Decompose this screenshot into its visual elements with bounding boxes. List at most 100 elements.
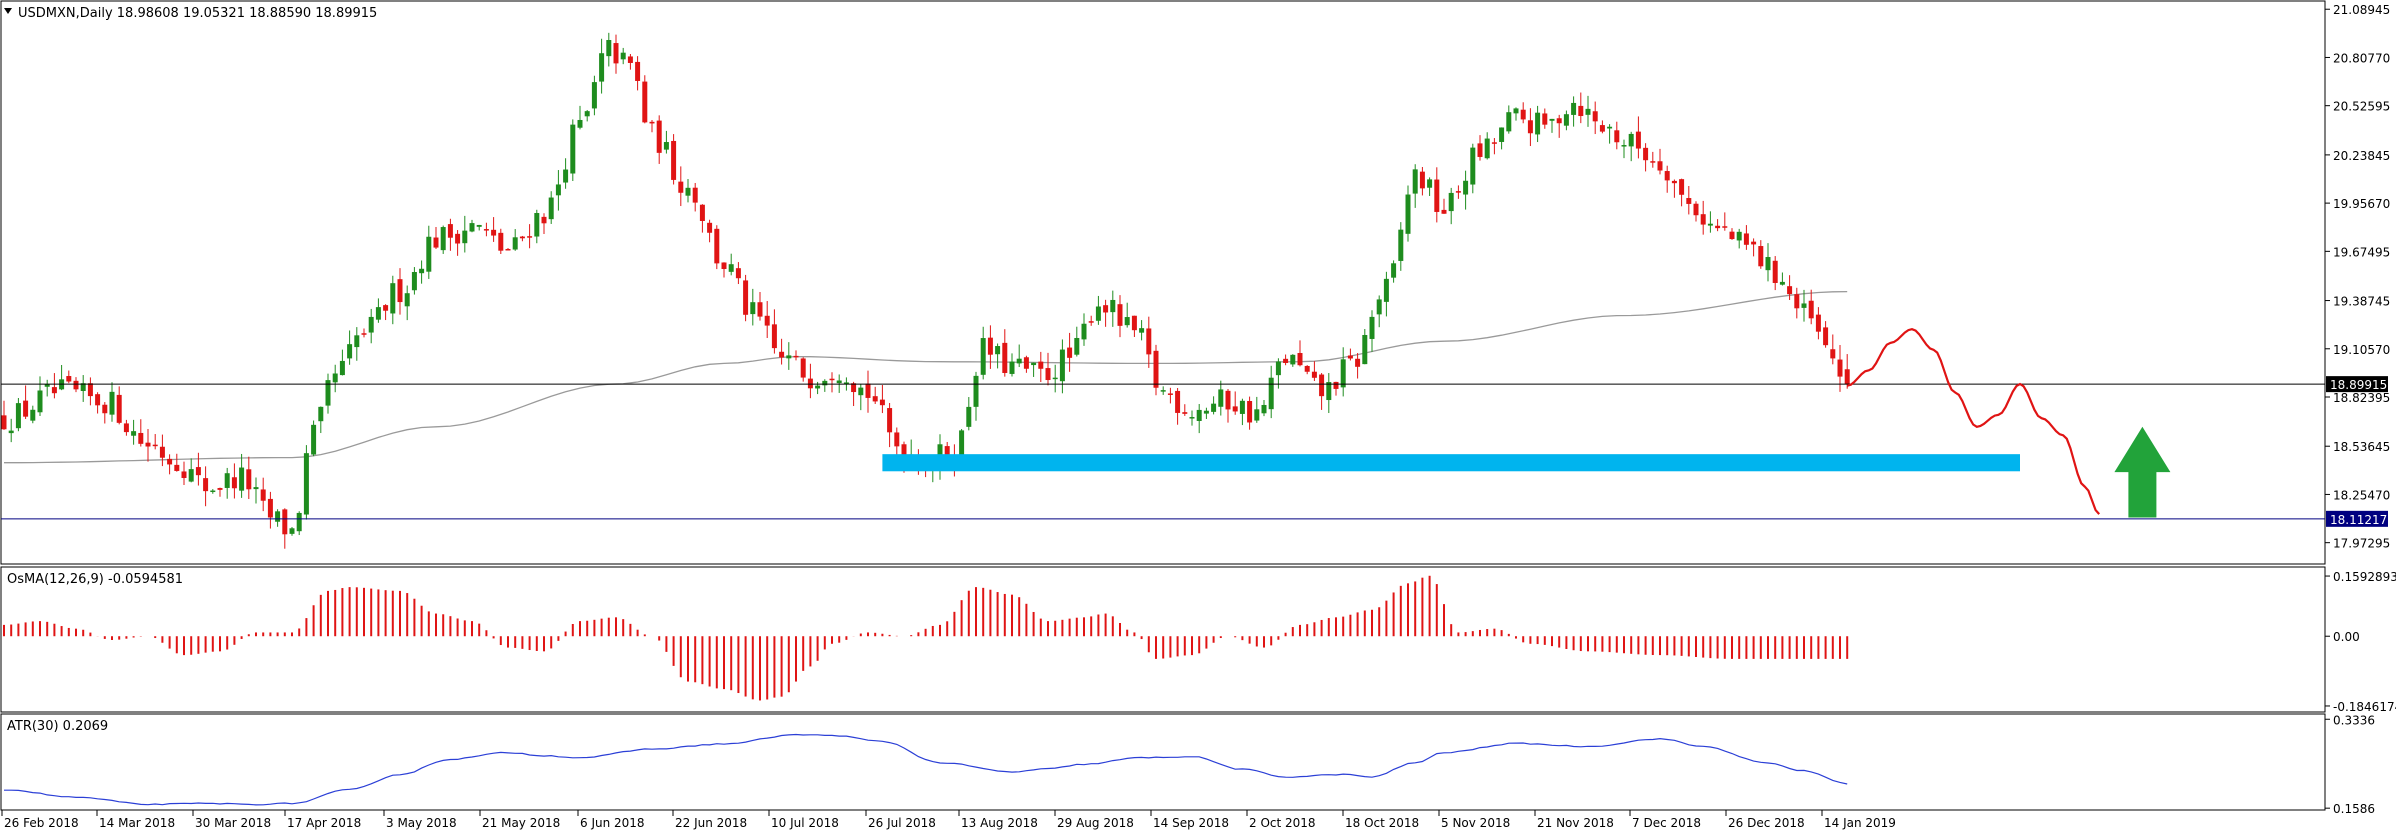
candle-body xyxy=(973,375,979,407)
candle-body xyxy=(1556,118,1562,124)
candle-body xyxy=(1643,147,1649,161)
candle-body xyxy=(476,224,482,227)
date-tick-label: 26 Feb 2018 xyxy=(4,816,79,830)
candle-body xyxy=(1441,209,1447,214)
candle-body xyxy=(1031,362,1037,366)
candle-body xyxy=(1722,226,1728,228)
candle-body xyxy=(1815,314,1821,332)
candle-body xyxy=(1398,229,1404,261)
candle-body xyxy=(339,360,345,376)
candle-body xyxy=(1297,353,1303,366)
candle-body xyxy=(44,384,50,387)
candle-body xyxy=(1801,303,1807,308)
projection-layer xyxy=(1846,328,2101,515)
candle-body xyxy=(433,237,439,248)
candle-body xyxy=(1664,171,1670,181)
candle-body xyxy=(15,403,21,429)
candle-body xyxy=(174,464,180,471)
candle-body xyxy=(1218,389,1224,407)
candle-body xyxy=(1369,316,1375,339)
candle-body xyxy=(1707,223,1713,226)
candle-body xyxy=(721,262,727,270)
candle-body xyxy=(253,487,259,490)
candle-body xyxy=(1131,315,1137,331)
price-tick-label: 17.97295 xyxy=(2333,537,2390,551)
candle-body xyxy=(1823,327,1829,346)
price-tick-label: 20.23845 xyxy=(2333,149,2390,163)
candle-body xyxy=(1023,357,1029,369)
price-tick-label: 18.25470 xyxy=(2333,488,2390,502)
candle-body xyxy=(361,333,367,335)
candle-body xyxy=(843,382,849,385)
candle-body xyxy=(1203,410,1209,414)
candle-body xyxy=(627,56,633,63)
candle-body xyxy=(1585,108,1591,115)
candle-body xyxy=(829,378,835,381)
collapse-triangle-icon[interactable] xyxy=(4,8,12,14)
candle-body xyxy=(217,488,223,490)
price-tick-label: 20.80770 xyxy=(2333,51,2390,65)
candle-body xyxy=(764,315,770,326)
candle-body xyxy=(1794,294,1800,309)
candle-body xyxy=(1088,321,1094,323)
candle-body xyxy=(375,307,381,320)
candle-body xyxy=(1347,355,1353,359)
candle-body xyxy=(1182,412,1188,414)
candle-body xyxy=(1542,113,1548,125)
candle-body xyxy=(735,268,741,279)
candle-body xyxy=(397,279,403,303)
candle-body xyxy=(1038,361,1044,369)
candle-body xyxy=(1491,142,1497,144)
current-price-label: 18.89915 xyxy=(2330,378,2387,392)
candle-body xyxy=(980,338,986,375)
candle-body xyxy=(707,222,713,233)
candle-body xyxy=(1261,404,1267,414)
date-tick-label: 21 May 2018 xyxy=(482,816,560,830)
candle-body xyxy=(887,408,893,433)
candle-body xyxy=(548,197,554,220)
candle-body xyxy=(1333,381,1339,389)
candle-body xyxy=(231,477,237,489)
candle-body xyxy=(779,351,785,358)
candle-body xyxy=(311,424,317,455)
candle-body xyxy=(815,385,821,389)
date-tick-label: 18 Oct 2018 xyxy=(1345,816,1419,830)
price-tick-label: 21.08945 xyxy=(2333,3,2390,17)
candle-body xyxy=(1175,390,1181,413)
candle-body xyxy=(1117,304,1123,326)
osma-tick-label: 0.00 xyxy=(2333,630,2360,644)
candle-body xyxy=(1563,114,1569,126)
candle-body xyxy=(1074,337,1080,355)
candle-body xyxy=(440,227,446,251)
projection-curve xyxy=(1846,328,2101,515)
moving-average-layer xyxy=(4,290,1848,464)
date-tick-label: 13 Aug 2018 xyxy=(961,816,1038,830)
candle-body xyxy=(1196,409,1202,421)
atr-pane-frame xyxy=(0,713,2326,811)
candle-body xyxy=(1700,214,1706,225)
price-tick-label: 19.38745 xyxy=(2333,295,2390,309)
date-tick-label: 6 Jun 2018 xyxy=(580,816,645,830)
candle-body xyxy=(1045,368,1051,381)
date-tick-label: 26 Dec 2018 xyxy=(1728,816,1805,830)
candle-body xyxy=(462,230,468,244)
support-price-label: 18.11217 xyxy=(2330,513,2387,527)
candle-body xyxy=(1671,180,1677,184)
candle-body xyxy=(563,169,569,183)
candle-body xyxy=(1383,278,1389,302)
candle-body xyxy=(541,216,547,224)
candle-body xyxy=(368,316,374,333)
candle-body xyxy=(1304,365,1310,372)
candle-body xyxy=(1355,358,1361,367)
osma-tick-label: 0.1592893 xyxy=(2333,570,2396,584)
candle-body xyxy=(591,82,597,109)
candle-body xyxy=(1110,299,1116,313)
date-tick-label: 17 Apr 2018 xyxy=(287,816,361,830)
candle-body xyxy=(1830,349,1836,359)
candle-body xyxy=(879,399,885,406)
candle-body xyxy=(1520,109,1526,120)
candle-body xyxy=(1319,374,1325,397)
candle-body xyxy=(987,337,993,355)
candle-body xyxy=(944,446,950,461)
